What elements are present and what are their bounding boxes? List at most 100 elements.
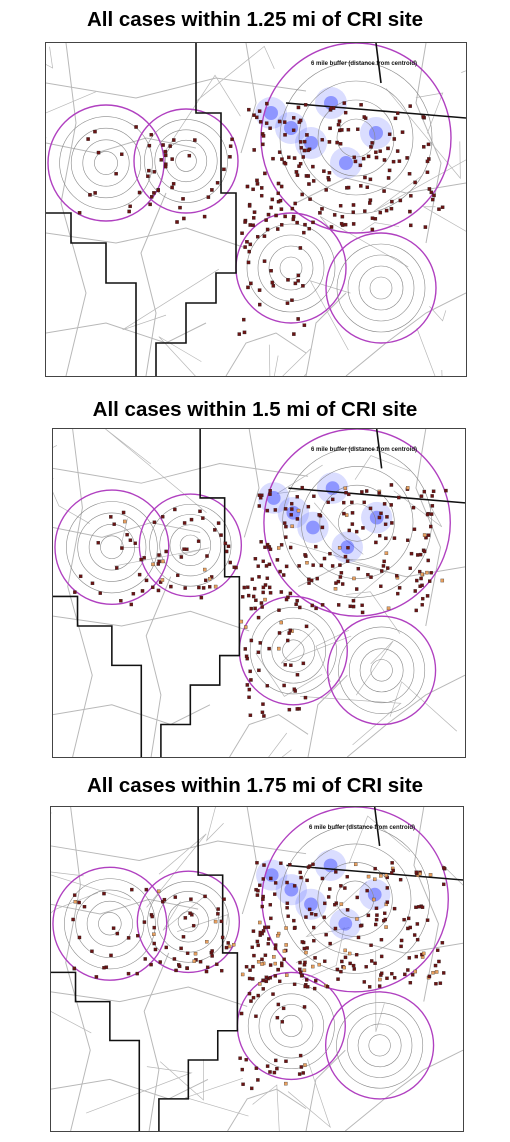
case-marker <box>239 1011 244 1016</box>
case-marker <box>307 226 311 231</box>
case-marker <box>249 606 253 611</box>
case-marker <box>268 591 273 595</box>
case-marker <box>374 922 378 927</box>
case-marker <box>253 557 258 561</box>
case-marker <box>279 184 284 189</box>
distance-ring <box>348 637 415 704</box>
case-marker <box>174 968 178 973</box>
case-marker <box>397 495 401 500</box>
hotspot <box>316 472 349 504</box>
case-marker <box>172 138 176 142</box>
hotspot <box>306 520 320 535</box>
road-line <box>415 92 444 134</box>
case-marker <box>287 155 291 160</box>
case-marker <box>303 1063 307 1067</box>
road-line <box>348 815 411 864</box>
case-marker <box>275 1015 280 1020</box>
road-line <box>241 807 258 915</box>
case-marker <box>296 273 301 278</box>
case-marker <box>278 979 282 984</box>
case-marker <box>298 970 303 974</box>
case-marker <box>315 576 319 581</box>
case-marker <box>279 590 284 594</box>
case-marker <box>248 968 252 972</box>
case-marker <box>290 501 294 506</box>
road-line <box>51 871 131 901</box>
case-marker <box>289 663 293 667</box>
road-line <box>162 894 207 931</box>
case-marker <box>182 547 186 551</box>
case-marker <box>370 227 375 232</box>
case-marker <box>263 171 267 176</box>
case-marker <box>250 945 254 949</box>
case-marker <box>442 866 446 870</box>
case-marker <box>139 557 143 562</box>
case-marker <box>392 906 397 911</box>
case-marker <box>258 883 262 887</box>
case-marker <box>247 249 251 254</box>
road-line <box>46 91 96 139</box>
case-marker <box>298 140 303 144</box>
map-panel-3: 6 mile buffer (distance from centroid) <box>50 806 464 1132</box>
case-marker <box>414 870 419 874</box>
case-marker <box>426 142 431 147</box>
distance-ring <box>175 150 197 172</box>
case-marker <box>340 959 344 964</box>
case-marker <box>187 153 192 158</box>
case-marker <box>302 1005 307 1009</box>
case-marker <box>156 588 161 593</box>
case-marker <box>342 965 346 970</box>
case-marker <box>429 571 433 575</box>
case-marker <box>293 201 297 206</box>
case-marker <box>267 646 271 651</box>
case-marker <box>160 578 165 582</box>
case-marker <box>350 500 354 505</box>
case-marker <box>308 197 312 201</box>
case-marker <box>248 223 252 227</box>
case-marker <box>93 129 97 134</box>
case-marker <box>248 242 253 247</box>
case-marker <box>210 188 214 192</box>
case-marker <box>281 1006 286 1011</box>
case-marker <box>286 914 290 918</box>
case-marker <box>72 966 76 971</box>
case-marker <box>327 177 331 182</box>
case-marker <box>410 973 415 977</box>
case-marker <box>228 560 232 565</box>
case-marker <box>273 892 277 896</box>
distance-ring <box>75 889 145 958</box>
case-marker <box>333 587 338 591</box>
case-marker <box>336 123 341 127</box>
case-marker <box>375 913 379 917</box>
road-line <box>243 429 260 538</box>
distance-ring <box>258 993 324 1059</box>
case-marker <box>173 507 177 512</box>
case-marker <box>295 495 300 499</box>
case-marker <box>300 940 305 944</box>
case-marker <box>310 603 314 608</box>
distance-ring <box>370 659 393 682</box>
case-marker <box>135 971 139 976</box>
case-marker <box>265 101 269 106</box>
road-line <box>385 88 461 180</box>
case-marker <box>171 182 176 186</box>
case-marker <box>205 940 209 944</box>
case-marker <box>255 861 259 865</box>
case-marker <box>248 713 253 717</box>
case-marker <box>149 962 153 967</box>
case-marker <box>298 605 302 610</box>
case-marker <box>215 962 219 966</box>
case-marker <box>390 521 394 525</box>
buffer-label-3: 6 mile buffer (distance from centroid) <box>309 825 416 831</box>
case-marker <box>374 540 378 545</box>
case-marker <box>278 198 283 203</box>
case-marker <box>299 974 304 978</box>
map-canvas-2 <box>53 429 465 757</box>
case-marker <box>274 943 278 947</box>
case-marker <box>406 486 410 490</box>
road-line <box>346 674 465 757</box>
case-marker <box>392 976 397 980</box>
case-marker <box>312 939 316 943</box>
case-marker <box>157 553 161 557</box>
case-marker <box>96 541 100 545</box>
